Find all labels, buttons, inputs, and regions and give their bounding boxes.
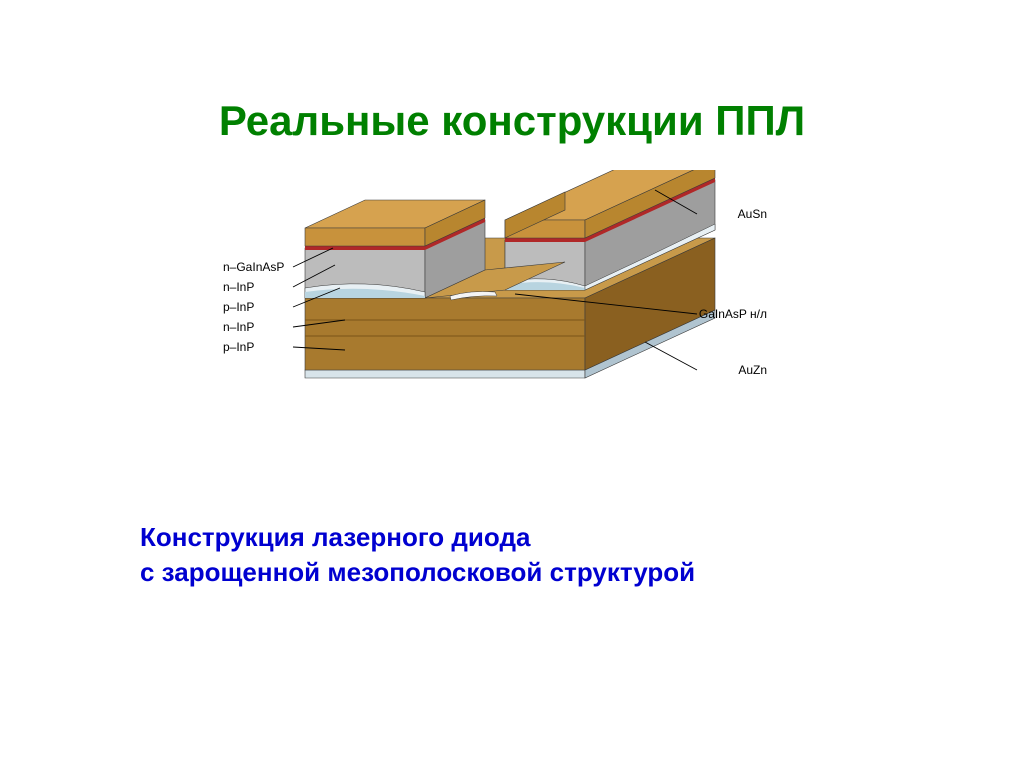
svg-text:n–InP: n–InP — [223, 320, 254, 334]
svg-text:AuZn: AuZn — [738, 363, 767, 377]
diode-3d-structure: n–GaInAsP n–InP p–InP n–InP p–InP AuSn GaInAsP… — [215, 170, 775, 440]
svg-text:n–InP: n–InP — [223, 280, 254, 294]
svg-text:p–InP: p–InP — [223, 300, 254, 314]
caption-line-2: с зарощенной мезополосковой структурой — [140, 555, 695, 590]
svg-text:n–GaInAsP: n–GaInAsP — [223, 260, 284, 274]
slide-title: Реальные конструкции ППЛ — [0, 97, 1024, 145]
figure-caption: Конструкция лазерного диода с зарощенной… — [140, 520, 695, 590]
slide: Реальные конструкции ППЛ n–GaInAsP n–InP p… — [0, 0, 1024, 767]
laser-diode-diagram: n–GaInAsP n–InP p–InP n–InP p–InP AuSn GaInAsP… — [215, 170, 775, 440]
svg-text:GaInAsP н/л: GaInAsP н/л — [699, 307, 767, 321]
svg-text:AuSn: AuSn — [738, 207, 767, 221]
svg-text:p–InP: p–InP — [223, 340, 254, 354]
caption-line-1: Конструкция лазерного диода — [140, 520, 695, 555]
